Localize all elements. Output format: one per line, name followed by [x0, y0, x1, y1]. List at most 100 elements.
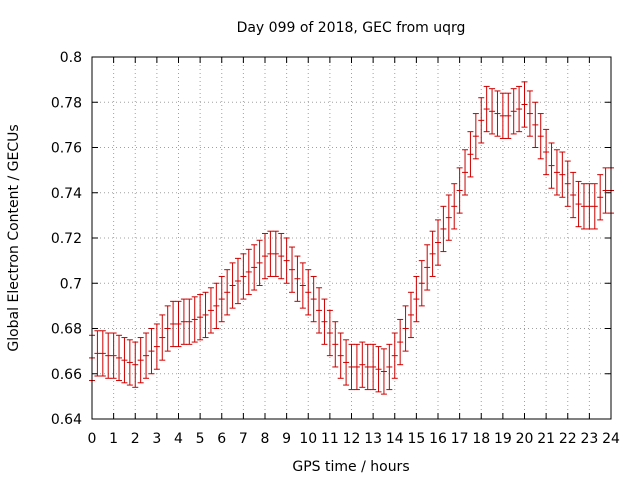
data-point — [467, 131, 474, 178]
data-point — [478, 97, 485, 144]
data-point — [164, 305, 171, 352]
data-point — [278, 232, 285, 280]
x-tick-label: 0 — [88, 431, 97, 447]
data-point — [289, 246, 296, 293]
data-point — [559, 151, 566, 198]
data-point — [451, 183, 458, 230]
x-tick-label: 1 — [109, 431, 118, 447]
x-tick-label: 19 — [494, 431, 512, 447]
x-tick-label: 11 — [321, 431, 339, 447]
data-point — [526, 90, 533, 137]
data-point — [494, 90, 501, 137]
x-tick-label: 3 — [152, 431, 161, 447]
data-point — [99, 330, 106, 377]
data-point — [407, 291, 414, 339]
data-point — [191, 296, 198, 343]
data-point — [516, 85, 523, 133]
data-point — [532, 101, 539, 148]
y-tick-label: 0.78 — [51, 95, 82, 111]
data-point — [348, 343, 355, 391]
data-point — [386, 343, 393, 391]
data-point — [213, 282, 220, 329]
y-tick-label: 0.74 — [51, 186, 82, 202]
x-tick-label: 4 — [174, 431, 183, 447]
x-tick-label: 16 — [429, 431, 447, 447]
data-point — [229, 262, 236, 309]
data-point — [267, 230, 274, 277]
data-point — [591, 183, 598, 230]
x-tick-label: 9 — [282, 431, 291, 447]
y-tick-labels: 0.64 0.66 0.68 0.7 0.72 0.74 0.76 0.78 0.8 — [51, 50, 82, 428]
data-point — [256, 239, 263, 287]
data-point — [299, 262, 306, 309]
data-point — [521, 81, 528, 128]
data-point — [413, 275, 420, 323]
x-tick-label: 22 — [559, 431, 577, 447]
data-point — [553, 149, 560, 196]
x-tick-label: 12 — [343, 431, 361, 447]
data-series — [89, 81, 614, 395]
data-point — [429, 230, 436, 277]
data-point — [240, 253, 247, 300]
data-point — [489, 88, 496, 135]
y-axis-label: Global Electron Content / GECUs — [6, 124, 22, 351]
x-tick-label: 2 — [131, 431, 140, 447]
x-tick-label: 24 — [602, 431, 620, 447]
data-point — [418, 260, 425, 307]
data-point — [310, 275, 317, 323]
data-point — [305, 269, 312, 316]
data-point — [597, 174, 604, 221]
data-point — [505, 92, 512, 139]
chart-title: Day 099 of 2018, GEC from uqrg — [237, 20, 466, 36]
data-point — [575, 180, 582, 228]
x-tick-label: 13 — [364, 431, 382, 447]
data-point — [202, 291, 209, 339]
data-point — [564, 160, 571, 207]
data-point — [456, 167, 463, 214]
data-point — [586, 183, 593, 230]
data-point — [126, 339, 133, 386]
data-point — [262, 232, 268, 280]
y-tick-label: 0.64 — [51, 412, 82, 428]
data-point — [499, 92, 506, 139]
axis-ticks — [91, 56, 612, 420]
data-point — [570, 171, 577, 219]
y-tick-label: 0.68 — [51, 322, 82, 338]
data-point — [143, 332, 150, 379]
y-tick-label: 0.76 — [51, 141, 82, 157]
data-point — [116, 334, 123, 382]
x-tick-label: 7 — [239, 431, 248, 447]
x-tick-labels: 0 1 2 3 4 5 6 7 8 9 10 11 12 13 14 15 16 17 18 19 20 21 22 23 24 — [88, 431, 620, 447]
x-tick-label: 10 — [299, 431, 317, 447]
data-point — [343, 339, 350, 386]
data-point — [375, 346, 382, 393]
data-point — [234, 257, 241, 305]
x-tick-label: 6 — [217, 431, 226, 447]
data-point — [175, 300, 182, 348]
data-point — [424, 244, 431, 291]
data-point — [483, 85, 490, 133]
plot-frame — [91, 56, 612, 420]
data-point — [602, 167, 609, 214]
data-point — [272, 230, 279, 277]
x-tick-label: 14 — [386, 431, 404, 447]
y-tick-label: 0.66 — [51, 367, 82, 383]
data-point — [283, 237, 290, 284]
data-point — [153, 323, 160, 370]
data-point — [543, 128, 550, 176]
data-point — [510, 88, 517, 135]
x-tick-label: 8 — [261, 431, 270, 447]
data-point — [132, 341, 139, 388]
data-point — [397, 318, 404, 366]
data-point — [148, 328, 155, 375]
data-point — [548, 142, 555, 189]
data-point — [462, 149, 469, 196]
x-tick-label: 17 — [451, 431, 469, 447]
data-point — [121, 337, 128, 384]
x-tick-label: 18 — [472, 431, 490, 447]
data-point — [537, 113, 544, 160]
x-tick-label: 23 — [580, 431, 598, 447]
data-point — [445, 194, 452, 241]
